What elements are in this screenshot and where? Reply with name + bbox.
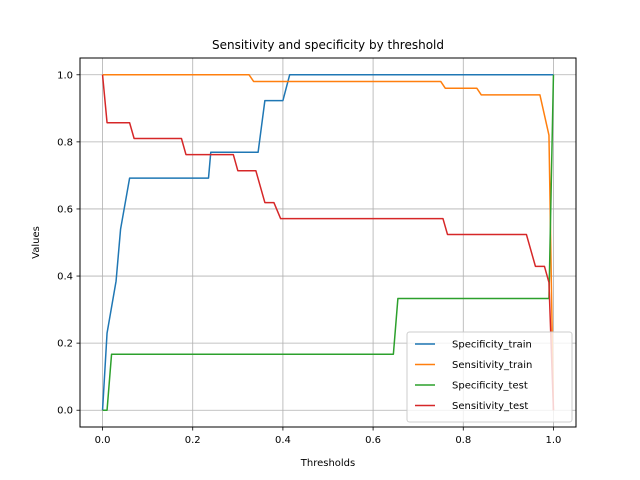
plot-frame: [79, 57, 577, 428]
legend: Specificity_train Sensitivity_train Specif…: [406, 331, 573, 423]
x-axis-label: Thresholds: [300, 458, 356, 469]
legend-label: Sensitivity_train: [452, 360, 532, 371]
series-line-sensitivity-test: [101, 74, 555, 411]
y-axis-label: Values: [31, 226, 42, 259]
legend-label: Sensitivity_test: [452, 401, 528, 412]
legend-label: Specificity_test: [452, 381, 528, 392]
y-tick-label: 1.0: [57, 70, 73, 81]
y-tick-label: 0.8: [57, 137, 73, 148]
series-line-specificity-train: [101, 74, 554, 411]
y-axis-ticks: 0.0 0.2 0.4 0.6 0.8 1.0: [57, 70, 80, 417]
y-tick-label: 0.4: [57, 272, 73, 283]
y-tick-label: 0.6: [57, 204, 73, 215]
chart-title: Sensitivity and specificity by threshold: [212, 38, 444, 52]
legend-box: [406, 331, 573, 423]
x-tick-label: 1.0: [546, 435, 562, 446]
y-tick-label: 0.0: [57, 406, 73, 417]
x-tick-label: 0.6: [365, 435, 381, 446]
legend-label: Specificity_train: [452, 340, 532, 351]
series-lines: [101, 74, 555, 411]
series-line-sensitivity-train: [102, 74, 555, 411]
x-tick-label: 0.4: [275, 435, 291, 446]
x-tick-label: 0.8: [455, 435, 471, 446]
y-tick-label: 0.2: [57, 339, 73, 350]
x-tick-label: 0.0: [95, 435, 111, 446]
x-tick-label: 0.2: [185, 435, 201, 446]
grid-lines: [80, 58, 576, 427]
x-axis-ticks: 0.0 0.2 0.4 0.6 0.8 1.0: [95, 427, 562, 446]
